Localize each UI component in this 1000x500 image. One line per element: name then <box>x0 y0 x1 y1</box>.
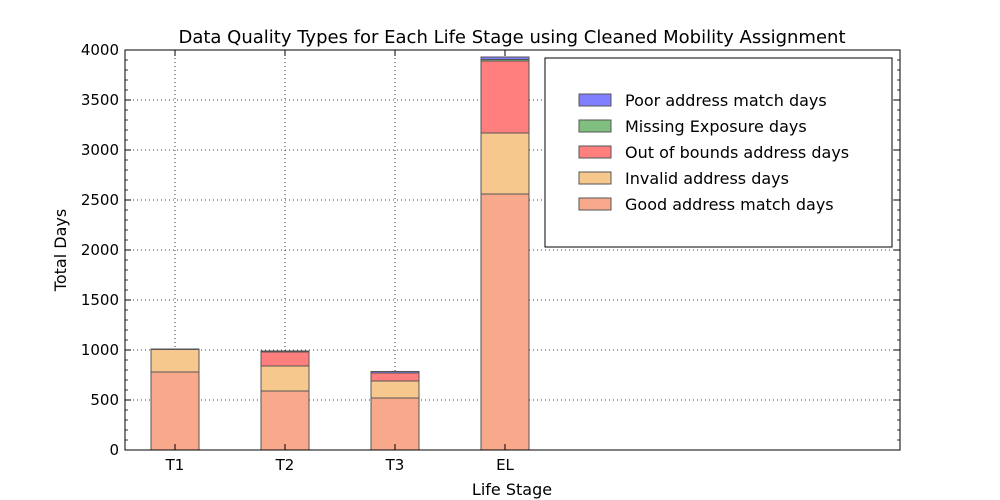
legend-swatch <box>578 119 612 133</box>
legend-swatch <box>578 171 612 185</box>
legend-entry-label: Poor address match days <box>625 91 827 110</box>
legend-entry-label: Missing Exposure days <box>625 117 807 136</box>
bar-segment <box>370 372 420 382</box>
legend-swatch <box>578 93 612 107</box>
x-tick-label: T2 <box>275 456 295 474</box>
bar-segment <box>260 365 310 392</box>
legend-swatch <box>578 145 612 159</box>
bar-segment <box>260 390 310 451</box>
y-axis-label: Total Days <box>51 209 70 292</box>
bar-segment <box>370 380 420 399</box>
bar-segment <box>480 132 530 195</box>
legend-entry-label: Invalid address days <box>625 169 789 188</box>
legend-entry-label: Good address match days <box>625 195 834 214</box>
bar-segment <box>150 371 200 451</box>
y-tick-label: 4000 <box>81 41 119 59</box>
bar-segment <box>480 193 530 451</box>
y-tick-label: 3000 <box>81 141 119 159</box>
y-tick-label: 0 <box>109 441 119 459</box>
bar-segment <box>480 60 530 134</box>
x-tick-label: T3 <box>385 456 405 474</box>
axis-ticks: 0 500 1000 1500 2000 2500 3000 3500 4000 T1 T2 T3 EL <box>81 41 900 474</box>
y-tick-label: 1000 <box>81 341 119 359</box>
x-tick-label: T1 <box>165 456 185 474</box>
x-tick-label: EL <box>496 456 514 474</box>
legend-swatch <box>578 197 612 211</box>
bar-segment <box>150 348 200 350</box>
y-tick-label: 2000 <box>81 241 119 259</box>
legend: Poor address match days Missing Exposure … <box>544 57 893 248</box>
legend-entry-label: Out of bounds address days <box>625 143 849 162</box>
bar-segment <box>480 56 530 60</box>
y-tick-label: 2500 <box>81 191 119 209</box>
bar-segment <box>150 349 200 373</box>
bar-segment <box>370 397 420 451</box>
bar-segment <box>260 351 310 367</box>
bars <box>150 56 530 451</box>
chart-title: Data Quality Types for Each Life Stage u… <box>178 27 845 48</box>
y-tick-label: 500 <box>90 391 119 409</box>
bar-segment <box>260 350 310 353</box>
y-tick-label: 1500 <box>81 291 119 309</box>
y-tick-label: 3500 <box>81 91 119 109</box>
bar-segment <box>370 371 420 374</box>
x-axis-label: Life Stage <box>472 480 552 499</box>
